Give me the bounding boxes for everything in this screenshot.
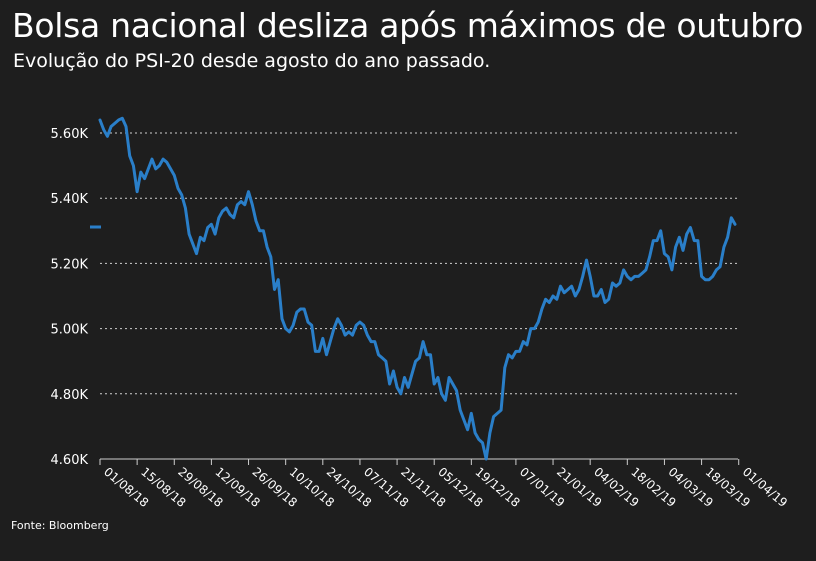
source-note: Fonte: Bloomberg <box>11 519 109 532</box>
y-tick-label: 4.80K <box>51 388 89 403</box>
y-tick-label: 4.60K <box>51 453 89 468</box>
x-axis-ticks: 01/08/1815/08/1829/08/1812/09/1826/09/18… <box>99 459 790 510</box>
series-layer <box>98 116 737 461</box>
y-tick-label: 5.40K <box>51 192 89 207</box>
y-tick-label: 5.00K <box>51 323 89 338</box>
y-axis-ticks: 4.60K 4.80K 5.00K 5.20K 5.40K 5.60K <box>51 127 89 468</box>
chart-title: Bolsa nacional desliza após máximos de o… <box>12 6 804 45</box>
y-tick-label: 5.20K <box>51 257 89 272</box>
chart-subtitle: Evolução do PSI-20 desde agosto do ano p… <box>13 50 491 72</box>
y-tick-label: 5.60K <box>51 127 89 142</box>
gridlines <box>100 132 738 395</box>
series-line <box>98 116 737 461</box>
